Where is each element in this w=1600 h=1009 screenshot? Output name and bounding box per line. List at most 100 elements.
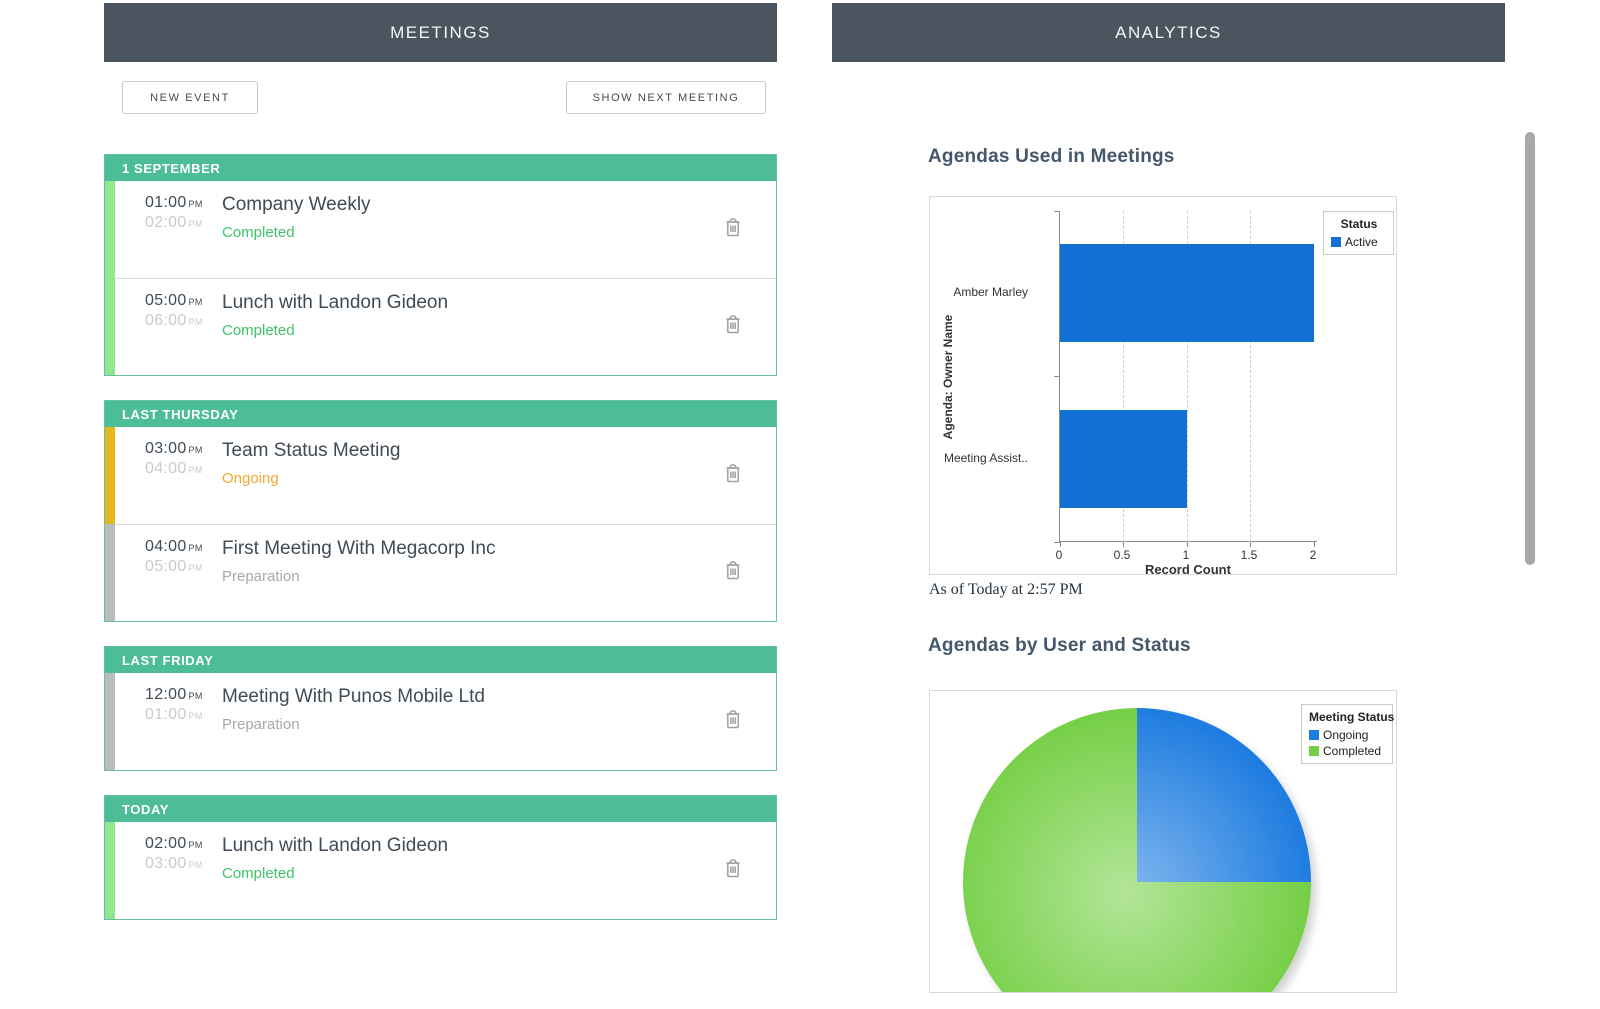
x-tick-labels: 0 0.5 1 1.5 2 — [1055, 548, 1317, 562]
new-event-button[interactable]: NEW EVENT — [122, 81, 258, 114]
event-row[interactable]: 01:00 PM 02:00 PM Company Weekly Completed — [105, 181, 776, 278]
x-tick-label: 1 — [1182, 548, 1190, 562]
delete-event-button[interactable] — [720, 311, 746, 343]
event-title: Team Status Meeting — [222, 440, 401, 461]
event-time: 02:00 PM 03:00 PM — [115, 822, 222, 919]
analytics-panel-title: ANALYTICS — [1115, 22, 1222, 42]
event-start-period: PM — [188, 543, 203, 553]
bar-chart-heading: Agendas Used in Meetings — [928, 146, 1175, 167]
pie — [963, 708, 1311, 992]
section-label: LAST THURSDAY — [122, 406, 239, 422]
section-last-friday: LAST FRIDAY 12:00 PM 01:00 PM Meeting With… — [104, 646, 777, 771]
analytics-panel-header: ANALYTICS — [832, 3, 1505, 62]
trash-icon — [726, 858, 740, 877]
scrollbar-thumb[interactable] — [1525, 132, 1535, 565]
x-tick-label: 0.5 — [1113, 548, 1131, 562]
legend-item: Ongoing — [1309, 728, 1386, 742]
event-start-period: PM — [188, 840, 203, 850]
legend-item: Active — [1331, 235, 1387, 249]
event-status: Preparation — [222, 568, 300, 585]
trash-icon — [726, 217, 740, 236]
event-start-time: 05:00 — [145, 292, 187, 309]
event-start-period: PM — [188, 199, 203, 209]
meetings-panel-header: MEETINGS — [104, 3, 777, 62]
bar-amber-marley — [1060, 244, 1314, 342]
event-details: Meeting With Punos Mobile Ltd Preparatio… — [222, 673, 720, 770]
legend-label: Ongoing — [1323, 728, 1369, 742]
section-today: TODAY 02:00 PM 03:00 PM Lunch with Landon … — [104, 795, 777, 920]
event-title: Lunch with Landon Gideon — [222, 835, 449, 856]
bar-chart-legend: Status Active — [1323, 211, 1394, 255]
event-end-period: PM — [188, 711, 203, 721]
pie-chart-legend: Meeting Status Ongoing Completed — [1301, 704, 1394, 764]
event-start-period: PM — [188, 691, 203, 701]
event-row[interactable]: 12:00 PM 01:00 PM Meeting With Punos Mobil… — [105, 673, 776, 770]
delete-event-button[interactable] — [720, 460, 746, 492]
event-end-period: PM — [188, 219, 203, 229]
event-details: Lunch with Landon Gideon Completed — [222, 279, 720, 375]
section-header: LAST THURSDAY — [105, 401, 776, 427]
event-time: 05:00 PM 06:00 PM — [115, 279, 222, 375]
event-title: Lunch with Landon Gideon — [222, 292, 449, 313]
event-title: First Meeting With Megacorp Inc — [222, 538, 496, 559]
analytics-panel: ANALYTICS Agendas Used in Meetings Statu… — [832, 3, 1505, 1009]
event-time: 12:00 PM 01:00 PM — [115, 673, 222, 770]
event-start-time: 02:00 — [145, 835, 187, 852]
trash-icon — [726, 709, 740, 728]
x-axis-title: Record Count — [1145, 562, 1231, 577]
y-tick — [1054, 542, 1060, 543]
show-next-meeting-button[interactable]: SHOW NEXT MEETING — [566, 81, 766, 114]
event-status: Preparation — [222, 716, 300, 733]
x-tick-label: 1.5 — [1240, 548, 1258, 562]
trash-icon — [726, 561, 740, 580]
section-header: LAST FRIDAY — [105, 647, 776, 673]
x-tick — [1250, 542, 1251, 547]
event-status-bar — [105, 822, 115, 919]
delete-event-button[interactable] — [720, 855, 746, 887]
event-status: Completed — [222, 224, 295, 241]
event-row[interactable]: 02:00 PM 03:00 PM Lunch with Landon Gideon… — [105, 822, 776, 919]
event-time: 01:00 PM 02:00 PM — [115, 181, 222, 278]
event-row[interactable]: 04:00 PM 05:00 PM First Meeting With Megac… — [105, 524, 776, 621]
x-tick-label: 2 — [1309, 548, 1317, 562]
gridline — [1123, 211, 1124, 542]
x-tick-label: 0 — [1055, 548, 1063, 562]
event-end-time: 06:00 — [145, 312, 187, 329]
event-details: Company Weekly Completed — [222, 181, 720, 278]
event-row[interactable]: 03:00 PM 04:00 PM Team Status Meeting Ongo… — [105, 427, 776, 524]
delete-event-button[interactable] — [720, 706, 746, 738]
x-tick — [1060, 542, 1061, 547]
event-end-time: 01:00 — [145, 706, 187, 723]
gridline — [1250, 211, 1251, 542]
event-end-time: 05:00 — [145, 558, 187, 575]
legend-swatch — [1331, 237, 1341, 247]
delete-event-button[interactable] — [720, 557, 746, 589]
legend-label: Completed — [1323, 744, 1382, 758]
bar-meeting-assist — [1060, 410, 1187, 508]
event-status-bar — [105, 673, 115, 770]
delete-event-button[interactable] — [720, 214, 746, 246]
event-status-bar — [105, 278, 115, 375]
event-end-period: PM — [188, 465, 203, 475]
event-start-period: PM — [188, 297, 203, 307]
legend-label: Active — [1345, 235, 1378, 249]
legend-item: Completed — [1309, 744, 1386, 758]
event-row[interactable]: 05:00 PM 06:00 PM Lunch with Landon Gideon… — [105, 278, 776, 375]
event-details: Lunch with Landon Gideon Completed — [222, 822, 720, 919]
event-start-time: 03:00 — [145, 440, 187, 457]
x-tick — [1187, 542, 1188, 547]
legend-swatch — [1309, 730, 1319, 740]
section-label: LAST FRIDAY — [122, 652, 214, 668]
pie-chart: Meeting Status Ongoing Completed — [929, 690, 1397, 993]
pie-chart-heading: Agendas by User and Status — [928, 635, 1191, 656]
trash-icon — [726, 463, 740, 482]
y-axis-title: Agenda: Owner Name — [941, 314, 955, 440]
event-status: Completed — [222, 865, 295, 882]
meetings-panel: MEETINGS NEW EVENT SHOW NEXT MEETING 1 S… — [104, 3, 777, 944]
section-1-september: 1 SEPTEMBER 01:00 PM 02:00 PM Company Week… — [104, 154, 777, 376]
event-end-time: 04:00 — [145, 460, 187, 477]
section-label: 1 SEPTEMBER — [122, 160, 221, 176]
bar-chart: Status Active Agenda: Owner Name Amber M… — [929, 196, 1397, 577]
section-header: 1 SEPTEMBER — [105, 155, 776, 181]
x-tick — [1123, 542, 1124, 547]
